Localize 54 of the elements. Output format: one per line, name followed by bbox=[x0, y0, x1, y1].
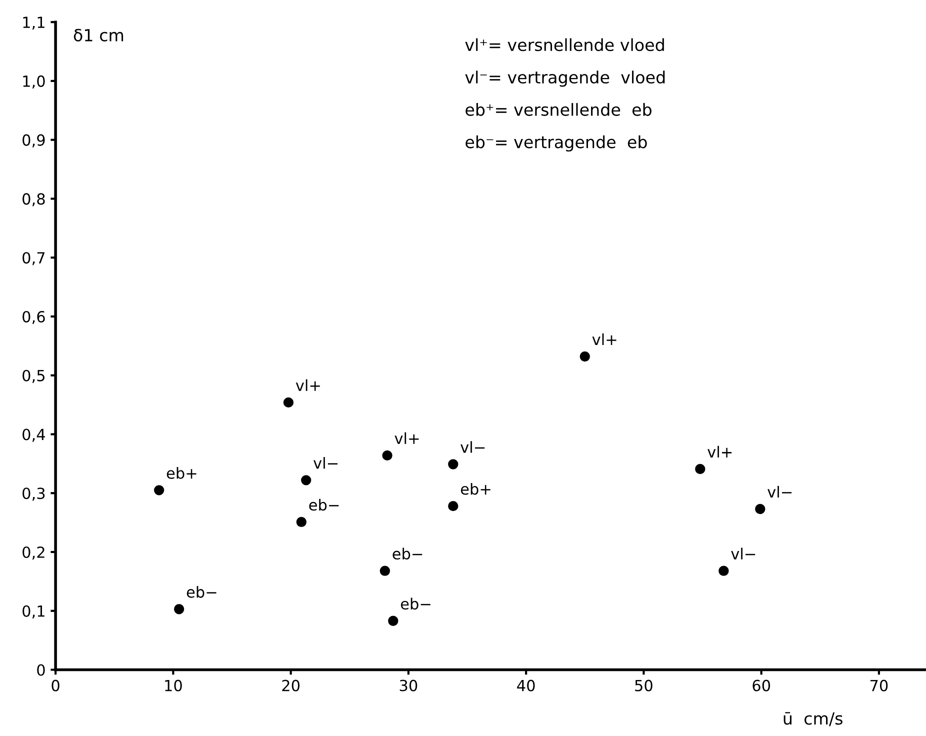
x-tick-label: 10 bbox=[165, 680, 182, 692]
y-tick-label: 0 bbox=[37, 664, 45, 676]
point bbox=[448, 459, 458, 470]
annotation: eb⁻= vertragende eb bbox=[466, 135, 647, 152]
x-tick-label: 40 bbox=[517, 680, 535, 692]
point bbox=[695, 464, 706, 474]
y-tick-label: 0,6 bbox=[22, 310, 45, 324]
y-tick-label: 0,9 bbox=[22, 134, 45, 148]
x-tick-label: 70 bbox=[870, 680, 888, 692]
annotation: vl− bbox=[731, 548, 756, 560]
point bbox=[154, 485, 164, 496]
x-tick-label: 50 bbox=[635, 680, 652, 692]
annotation: vl+ bbox=[296, 379, 320, 391]
point bbox=[448, 500, 458, 512]
y-tick-label: 0,5 bbox=[22, 370, 45, 383]
x-tick-label: 0 bbox=[52, 680, 60, 692]
point bbox=[388, 616, 398, 626]
y-tick-label: 0,7 bbox=[22, 252, 45, 266]
annotation: eb− bbox=[400, 598, 430, 610]
annotation: vl⁻= vertragende vloed bbox=[465, 70, 665, 87]
point bbox=[718, 566, 729, 576]
annotation: vl+ bbox=[708, 446, 732, 458]
point bbox=[283, 397, 294, 408]
annotation: vl− bbox=[768, 486, 792, 498]
point bbox=[755, 504, 766, 514]
y-tick-label: 0,2 bbox=[22, 546, 44, 560]
y-axis-title: δ1 cm bbox=[74, 28, 124, 42]
annotation: eb− bbox=[309, 498, 339, 511]
annotation: eb+ bbox=[460, 482, 490, 495]
point bbox=[380, 566, 390, 576]
y-tick-label: 1,1 bbox=[23, 16, 44, 30]
annotation: eb+ bbox=[166, 467, 196, 479]
annotation: eb− bbox=[392, 548, 422, 560]
x-tick-label: 30 bbox=[400, 680, 418, 692]
point bbox=[382, 450, 392, 461]
x-tick-label: 20 bbox=[282, 680, 300, 692]
y-tick-label: 0,8 bbox=[22, 193, 45, 206]
point bbox=[174, 604, 184, 614]
y-tick-label: 0,4 bbox=[22, 428, 45, 442]
point bbox=[296, 516, 306, 528]
annotation: vl+ bbox=[592, 333, 616, 346]
annotation: eb⁺= versnellende eb bbox=[466, 103, 652, 116]
annotation: vl⁺= versnellende vloed bbox=[465, 38, 664, 52]
x-axis-title: ū cm/s bbox=[784, 712, 842, 726]
annotation: eb− bbox=[186, 586, 216, 598]
annotation: vl− bbox=[314, 457, 338, 469]
annotation: vl+ bbox=[394, 432, 419, 444]
y-tick-label: 1,0 bbox=[23, 75, 45, 89]
point bbox=[301, 475, 312, 486]
x-tick-label: 60 bbox=[752, 680, 770, 692]
y-tick-label: 0,1 bbox=[22, 605, 44, 618]
y-tick-label: 0,3 bbox=[22, 488, 45, 501]
annotation: vl− bbox=[460, 441, 485, 453]
point bbox=[580, 351, 590, 362]
